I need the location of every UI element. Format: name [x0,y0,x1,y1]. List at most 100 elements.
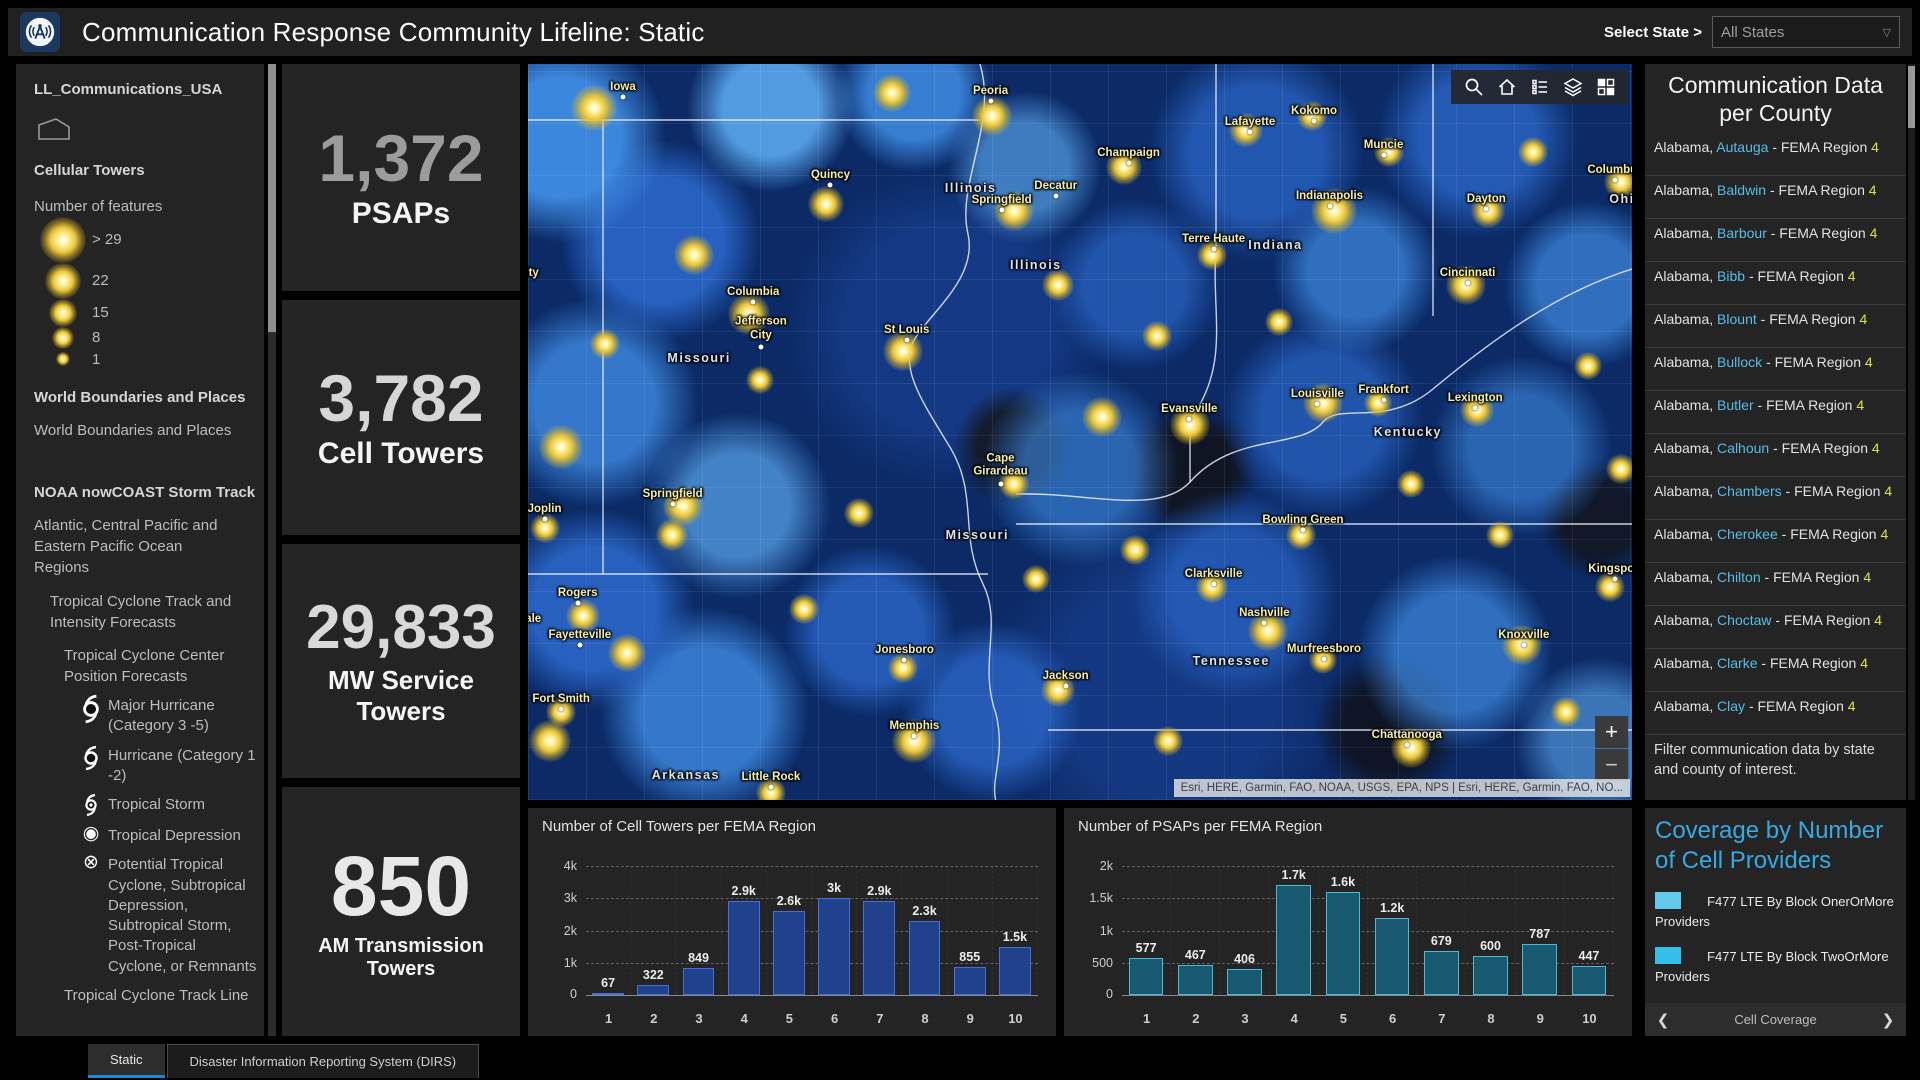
sidebar-scrollbar-thumb[interactable] [268,64,276,332]
city-label: St Louis [883,324,930,337]
legend-list-icon[interactable] [1523,70,1556,104]
county-row-barbour[interactable]: Alabama, Barbour - FEMA Region 4 [1645,219,1906,263]
zoom-out-button[interactable]: − [1595,749,1628,781]
county-state-text: Alabama, [1654,397,1718,414]
tab-static[interactable]: Static [88,1044,165,1078]
city-label: Clarksville [1184,568,1243,581]
city-label: Champaign [1097,147,1160,160]
county-row-butler[interactable]: Alabama, Butler - FEMA Region 4 [1645,391,1906,435]
county-row-bullock[interactable]: Alabama, Bullock - FEMA Region 4 [1645,348,1906,392]
bar-region-6[interactable] [1374,917,1410,995]
county-region-number: 4 [1871,139,1879,156]
chart-gridline: 3k [564,891,1038,905]
county-name-text: Choctaw [1717,612,1772,629]
city-dot [1186,416,1192,422]
county-row-autauga[interactable]: Alabama, Autauga - FEMA Region 4 [1645,133,1906,177]
bar-region-1[interactable] [592,992,624,995]
bar-region-4[interactable] [727,901,760,995]
bar-region-9[interactable] [1522,944,1558,995]
county-row-baldwin[interactable]: Alabama, Baldwin - FEMA Region 4 [1645,176,1906,220]
bar-region-2[interactable] [637,984,670,995]
city-dot [1381,152,1387,158]
bar-region-5[interactable] [1325,891,1361,995]
state-borders [528,64,1632,800]
city-label: Decatur [1034,180,1078,193]
state-select-dropdown[interactable]: All States ▽ [1712,16,1900,48]
bar-region-7[interactable] [1423,951,1459,995]
bar-region-8[interactable] [1473,956,1508,995]
county-row-choctaw[interactable]: Alabama, Choctaw - FEMA Region 4 [1645,606,1906,650]
coverage-map[interactable]: Iowa Peoria Kokomo Lafayette Muncie Champaign… [528,64,1632,800]
county-row-cherokee[interactable]: Alabama, Cherokee - FEMA Region 4 [1645,520,1906,564]
search-icon[interactable] [1457,70,1490,104]
county-state-text: Alabama, [1654,569,1718,586]
bar-region-1[interactable] [1128,957,1164,995]
bar-column: 447 [1565,866,1615,995]
stat-value: 1,372 [318,120,484,195]
bar-region-8[interactable] [908,920,941,995]
x-axis-tick-labels: 1 2 3 4 5 6 7 8 9 10 [586,1011,1038,1026]
x-axis-tick-label: 4 [740,1011,748,1026]
city-label: Little Rock [741,771,801,784]
basemap-icon[interactable] [1589,70,1622,104]
city-dot [1126,160,1132,166]
city-label: Muncie [1363,138,1404,151]
y-axis-tick-label: 3k [563,891,577,906]
coverage-legend-list: F477 LTE By Block OnerOrMore Providers F4… [1645,892,1906,986]
bar-region-3[interactable] [1227,968,1262,995]
city-dot [1483,206,1489,212]
bar-column: 1.7k [1270,866,1319,995]
bar-region-5[interactable] [773,911,805,995]
county-scrollbar-thumb[interactable] [1908,66,1915,128]
county-row-chambers[interactable]: Alabama, Chambers - FEMA Region 4 [1645,477,1906,521]
legend-layer-title: LL_Communications_USA [34,81,223,98]
county-state-text: Alabama, [1654,268,1718,285]
previous-arrow-icon[interactable]: ❮ [1656,1011,1670,1029]
bar-value-label: 577 [1135,940,1157,955]
legend-world-sub: World Boundaries and Places [34,421,232,439]
county-scrollbar[interactable] [1908,64,1915,800]
county-name-text: Clarke [1717,655,1758,672]
county-row-bibb[interactable]: Alabama, Bibb - FEMA Region 4 [1645,262,1906,306]
tower-dot-icon [56,352,70,366]
bar-region-6[interactable] [818,898,851,995]
bar-region-4[interactable] [1276,885,1312,995]
zoom-in-button[interactable]: + [1595,716,1628,748]
bar-region-9[interactable] [953,967,986,995]
city-dot [1612,177,1618,183]
chart-title: Number of PSAPs per FEMA Region [1078,818,1323,835]
county-row-clay[interactable]: Alabama, Clay - FEMA Region 4 [1645,692,1906,736]
x-axis-tick-label: 7 [1438,1011,1446,1026]
county-row-clarke[interactable]: Alabama, Clarke - FEMA Region 4 [1645,649,1906,693]
bar-region-10[interactable] [999,946,1031,995]
bar-region-10[interactable] [1571,966,1607,995]
layers-icon[interactable] [1556,70,1589,104]
county-row-calhoun[interactable]: Alabama, Calhoun - FEMA Region 4 [1645,434,1906,478]
bar-column: 3k [812,866,858,995]
stat-value: 29,833 [306,593,496,663]
home-icon[interactable] [1490,70,1523,104]
x-axis-tick-label: 10 [1582,1011,1597,1026]
x-axis-tick-label: 10 [1008,1011,1023,1026]
bar-region-3[interactable] [682,967,715,995]
bar-value-label: 406 [1234,951,1255,966]
bar-value-label: 787 [1529,927,1551,942]
bar-value-label: 2.9k [731,884,756,899]
legend-forecast-level1: Tropical Cyclone Track and Intensity For… [50,593,232,631]
bar-region-7[interactable] [863,901,896,995]
bar-region-2[interactable] [1177,964,1213,995]
next-arrow-icon[interactable]: ❯ [1881,1011,1895,1029]
tower-dot-icon [49,298,77,327]
city-label: Jefferson City [735,315,787,341]
county-row-blount[interactable]: Alabama, Blount - FEMA Region 4 [1645,305,1906,349]
city-label: Lexington [1447,392,1503,405]
city-dot [670,501,676,507]
city-dot [1063,683,1069,689]
city-label: Jackson [1042,670,1089,683]
county-state-text: Alabama, [1654,440,1718,457]
city-dot [904,337,910,343]
county-row-chilton[interactable]: Alabama, Chilton - FEMA Region 4 [1645,563,1906,607]
feature-size-item: > 29 [34,216,264,263]
tab-disaster[interactable]: Disaster Information Reporting System (D… [166,1044,480,1078]
sidebar-scrollbar[interactable] [268,64,276,1036]
